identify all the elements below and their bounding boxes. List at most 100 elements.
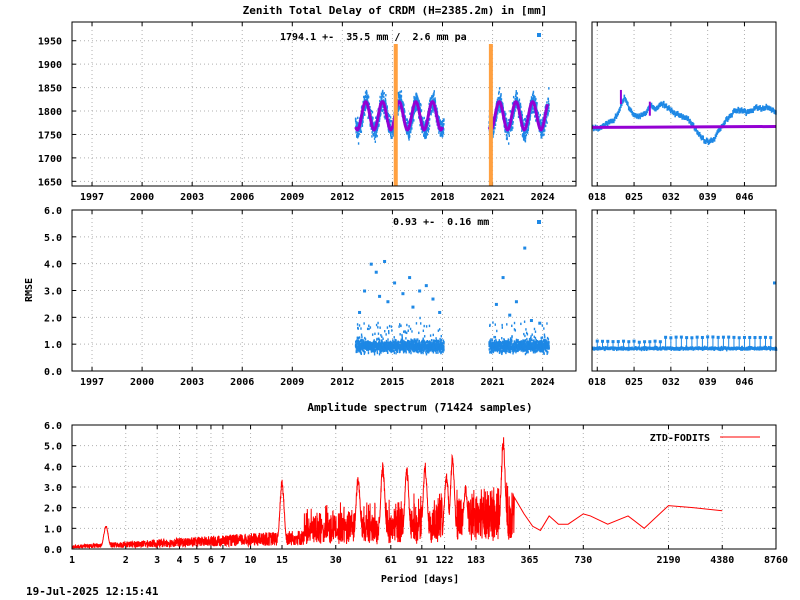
rmse-point	[534, 351, 536, 354]
ztd-recent-point	[606, 121, 609, 127]
ztd-point	[402, 101, 404, 105]
ztd-point	[428, 124, 431, 127]
ztd-recent-point	[644, 111, 647, 117]
rmse-point	[423, 324, 425, 328]
rmse-point	[505, 351, 507, 355]
ztd-recent-point	[610, 118, 612, 124]
ztd-point	[380, 92, 383, 96]
rmse-point	[394, 342, 397, 346]
rmse-point	[535, 350, 537, 353]
rmse-point	[441, 342, 444, 345]
ztd-point	[420, 104, 422, 107]
ztd-point	[423, 133, 425, 136]
ztd-point	[433, 93, 435, 96]
ztd-point	[498, 87, 501, 90]
rmse-point	[517, 349, 519, 352]
ztd-recent-point	[608, 119, 611, 125]
ztd-point	[380, 106, 383, 110]
rmse-point	[536, 340, 539, 343]
rmse-point	[429, 342, 432, 346]
rmse-point	[384, 329, 386, 333]
ztd-point	[532, 107, 534, 110]
ztd-recent-point	[651, 104, 654, 110]
ztd-point	[521, 129, 523, 133]
rmse-point	[376, 350, 378, 353]
rmse-point	[512, 352, 514, 355]
ztd-recent-point	[733, 108, 735, 113]
rmse-point	[533, 335, 535, 339]
ztd-point	[418, 101, 420, 104]
ztd-point	[544, 129, 546, 132]
ztd-point	[513, 111, 516, 114]
ztd-point	[400, 95, 403, 98]
x-tick-label: 2006	[230, 192, 254, 203]
rmse-point	[358, 336, 361, 339]
ztd-recent-point	[709, 138, 712, 144]
ztd-point	[389, 123, 392, 127]
ztd-point	[540, 121, 542, 125]
ztd-point	[548, 87, 550, 90]
ztd-recent-point	[635, 114, 638, 119]
ztd-point	[389, 116, 392, 119]
rmse-point	[373, 353, 376, 356]
y-tick-label: 1800	[38, 107, 62, 118]
ztd-point	[414, 98, 417, 102]
rmse-recent-point	[691, 346, 694, 349]
ztd-point	[548, 106, 550, 110]
ztd-recent-point	[760, 107, 762, 112]
ztd-point	[403, 110, 406, 113]
ztd-recent-point	[662, 100, 665, 106]
rmse-point	[390, 349, 392, 352]
rmse-point	[514, 348, 516, 351]
ztd-recent-point	[656, 105, 659, 111]
ztd-recent-point	[761, 106, 763, 112]
rmse-recent-point	[615, 348, 618, 352]
ztd-recent-point	[677, 112, 680, 118]
ztd-recent-point	[716, 130, 719, 135]
rmse-point	[422, 351, 424, 355]
ztd-point	[438, 116, 440, 119]
ztd-point	[497, 110, 499, 113]
ztd-point	[434, 99, 437, 103]
ztd-point	[413, 108, 416, 111]
ztd-recent-point	[612, 118, 614, 124]
ztd-point	[511, 102, 514, 105]
rmse-recent-point	[680, 347, 682, 351]
rmse-point	[369, 326, 372, 329]
rmse-point	[540, 339, 543, 342]
rmse-point	[381, 349, 384, 352]
ztd-point	[442, 128, 445, 131]
ztd-point	[500, 98, 503, 101]
ztd-recent-point	[747, 109, 749, 114]
rmse-point	[546, 341, 548, 345]
ztd-recent-point	[654, 106, 656, 112]
annotation-marker	[537, 220, 541, 224]
ztd-recent-point	[742, 108, 745, 114]
ztd-point	[543, 127, 545, 131]
rmse-point	[547, 351, 549, 354]
ztd-point	[407, 121, 410, 124]
ztd-timeseries-panel: 1997 2000 2003 2006 2009 2012 2015 2018 2021 2024…	[38, 21, 577, 203]
y-tick-label: 4.0	[44, 260, 62, 271]
ztd-point	[399, 94, 401, 97]
ztd-point	[382, 109, 384, 112]
x-tick-label: 1997	[80, 377, 104, 388]
rmse-point	[382, 337, 384, 341]
ztd-point	[529, 114, 532, 117]
rmse-point	[398, 325, 400, 328]
ztd-point	[529, 115, 531, 119]
ztd-recent-point	[629, 107, 632, 113]
rmse-point	[436, 341, 438, 344]
ztd-point	[513, 114, 515, 117]
ztd-point	[508, 132, 510, 135]
ztd-point	[418, 99, 420, 103]
rmse-outlier	[438, 310, 442, 314]
ztd-recent-point	[770, 108, 773, 113]
ztd-point	[427, 126, 429, 130]
rmse-point	[379, 343, 382, 347]
ztd-recent-point	[679, 113, 682, 118]
ztd-point	[413, 111, 416, 114]
ztd-recent-point	[687, 116, 690, 121]
ztd-point	[512, 95, 515, 99]
ztd-point	[433, 90, 435, 93]
